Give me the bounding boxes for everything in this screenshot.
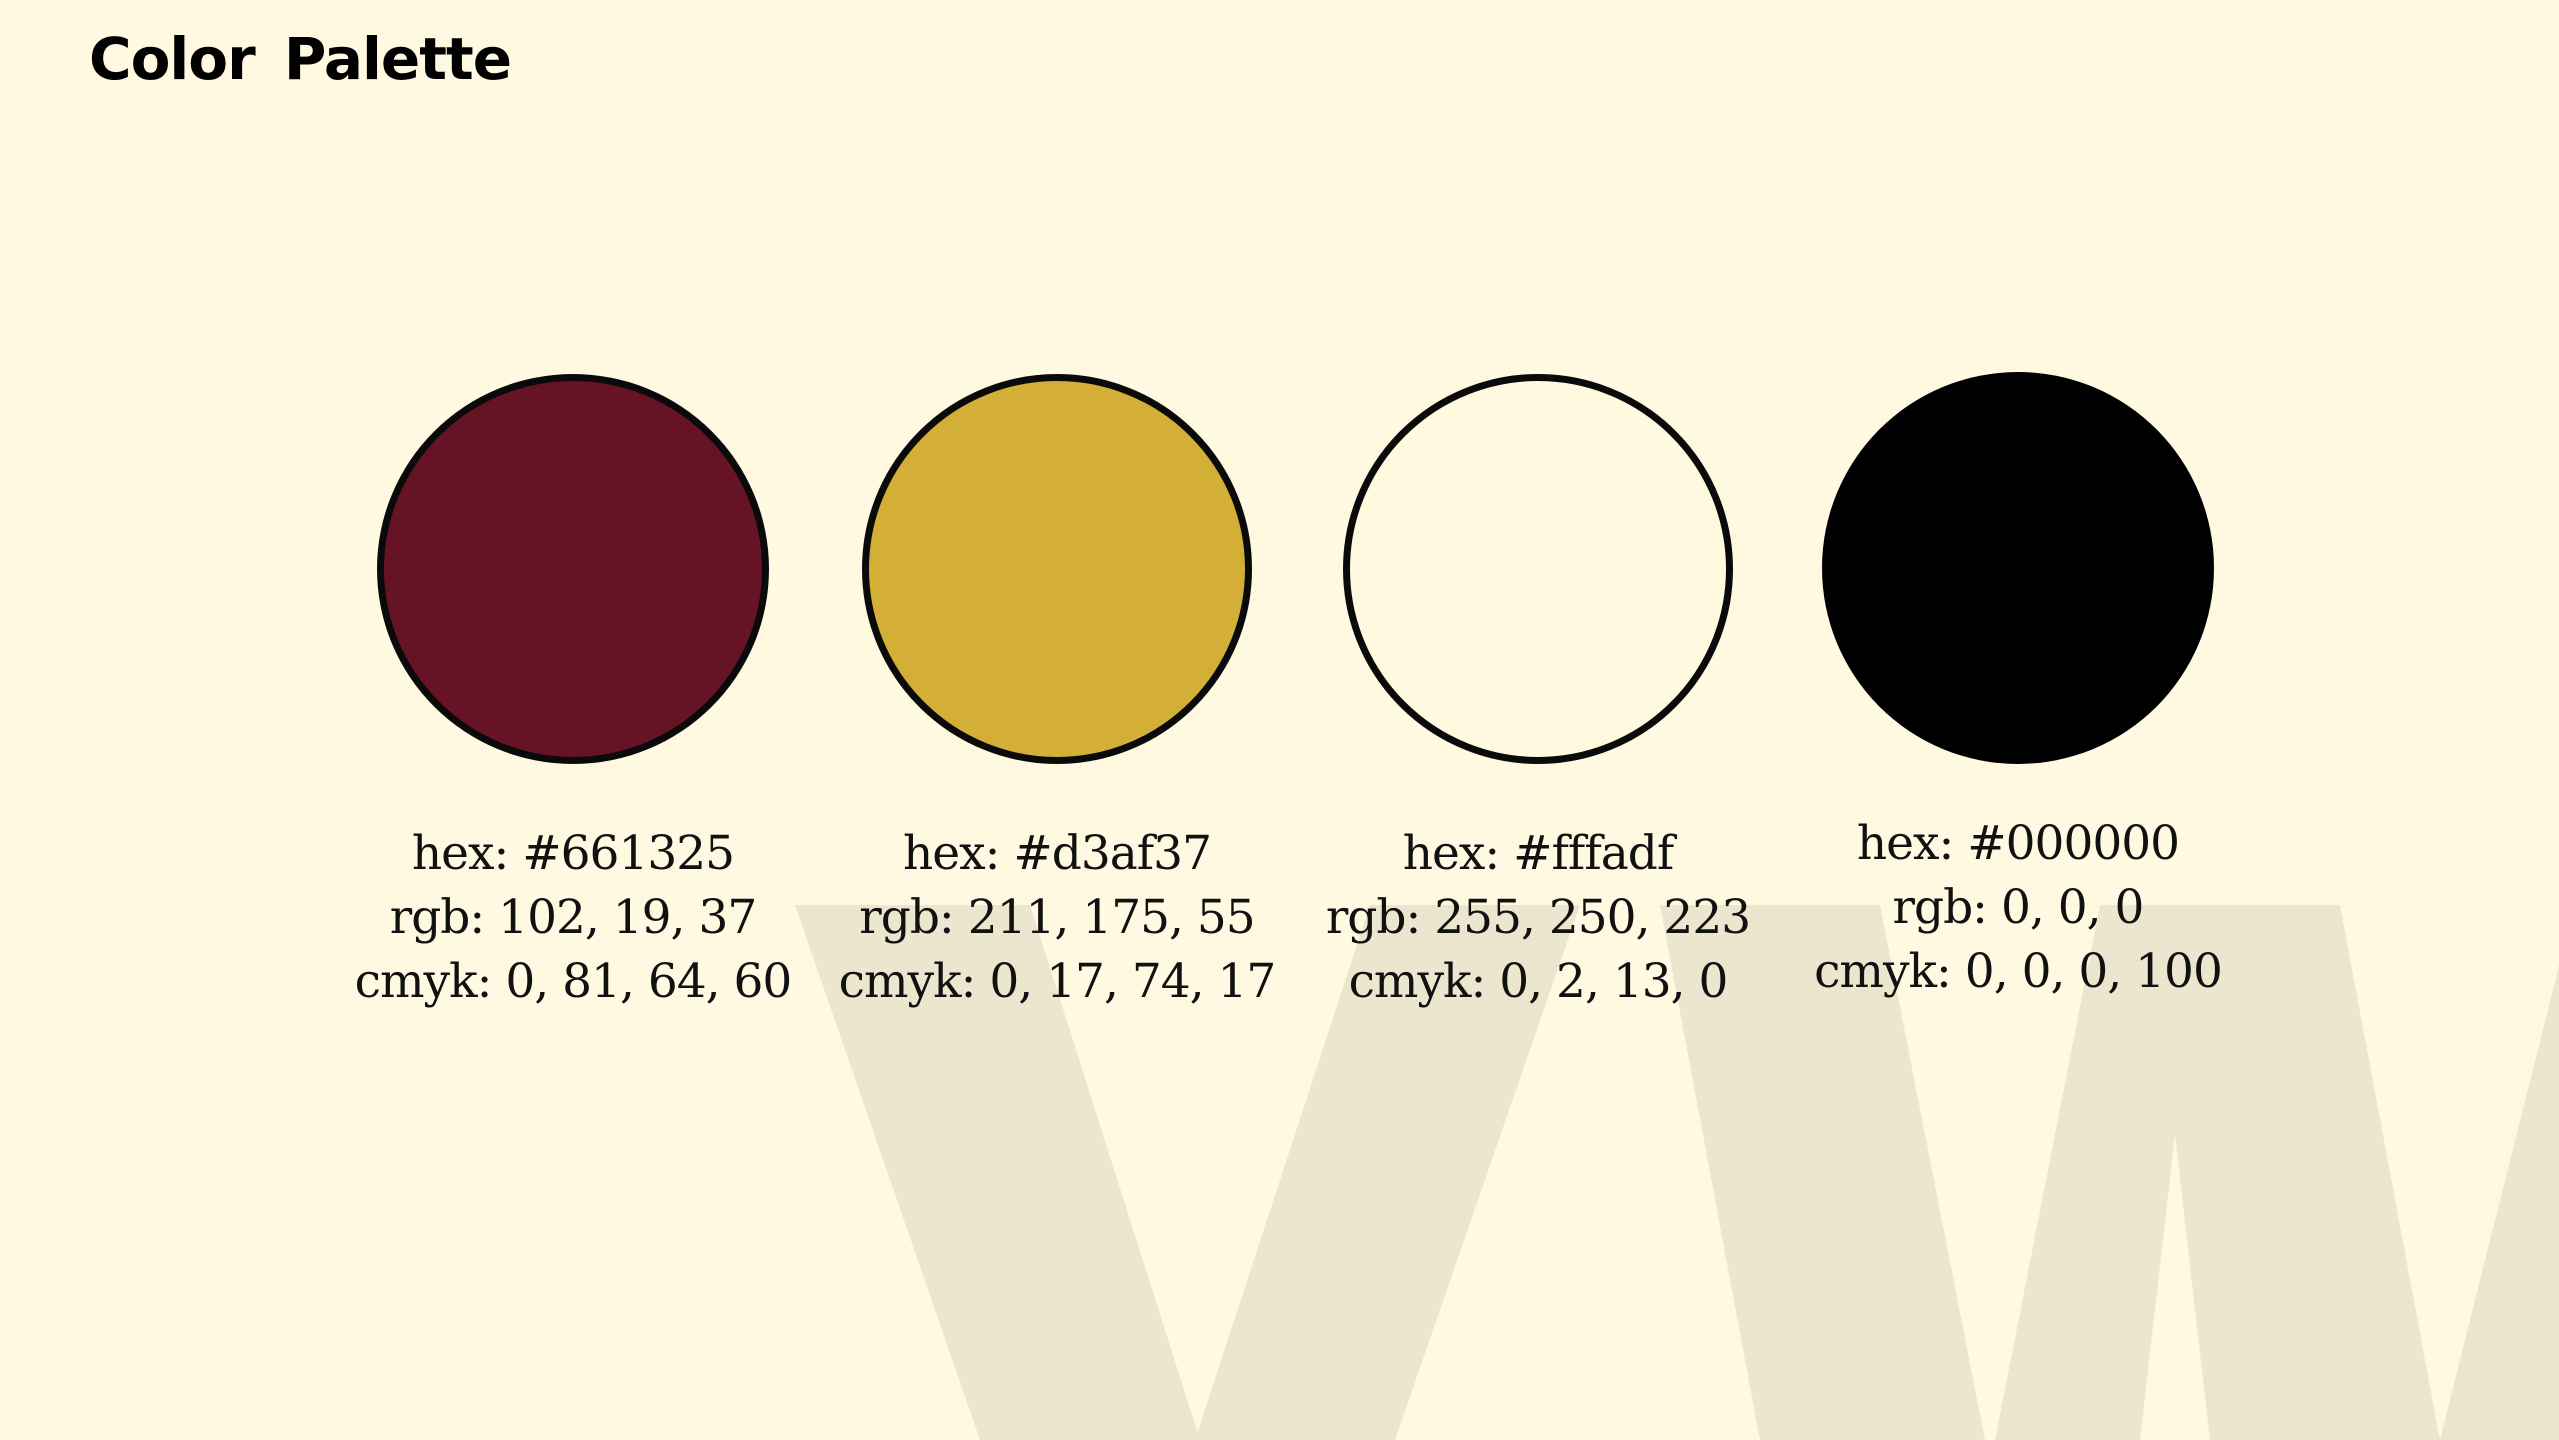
swatch-circle-gold	[862, 374, 1252, 764]
swatch-rgb: rgb: 255, 250, 223	[1325, 890, 1751, 945]
swatch-cmyk: cmyk: 0, 2, 13, 0	[1348, 954, 1729, 1009]
watermark-w-shape-left	[1195, 905, 1580, 1440]
swatch-hex: hex: #000000	[1856, 816, 2180, 871]
swatch-rgb: rgb: 211, 175, 55	[859, 890, 1255, 945]
swatch-info-black: hex: #000000 rgb: 0, 0, 0 cmyk: 0, 0, 0,…	[1768, 812, 2268, 1004]
swatch-hex: hex: #d3af37	[903, 826, 1212, 881]
watermark-w-shape-mid	[1660, 905, 1985, 1440]
swatch-circle-black	[1822, 372, 2214, 764]
swatch-info-cream: hex: #fffadf rgb: 255, 250, 223 cmyk: 0,…	[1288, 822, 1788, 1014]
swatch-info-gold: hex: #d3af37 rgb: 211, 175, 55 cmyk: 0, …	[807, 822, 1307, 1014]
swatch-cmyk: cmyk: 0, 0, 0, 100	[1814, 944, 2223, 999]
swatch-circle-maroon	[377, 374, 769, 764]
swatch-rgb: rgb: 102, 19, 37	[389, 890, 758, 945]
swatch-hex: hex: #661325	[411, 826, 735, 881]
swatch-cmyk: cmyk: 0, 17, 74, 17	[838, 954, 1277, 1009]
page-title: Color Palette	[89, 25, 512, 93]
swatch-rgb: rgb: 0, 0, 0	[1892, 880, 2145, 935]
watermark-w-shape-right	[2440, 965, 2559, 1440]
swatch-circle-cream	[1343, 374, 1733, 764]
swatch-hex: hex: #fffadf	[1402, 826, 1674, 881]
watermark-w-shape-inner	[1995, 905, 2440, 1440]
watermark-v-shape	[795, 905, 1200, 1440]
swatch-cmyk: cmyk: 0, 81, 64, 60	[354, 954, 793, 1009]
swatch-info-maroon: hex: #661325 rgb: 102, 19, 37 cmyk: 0, 8…	[323, 822, 823, 1014]
